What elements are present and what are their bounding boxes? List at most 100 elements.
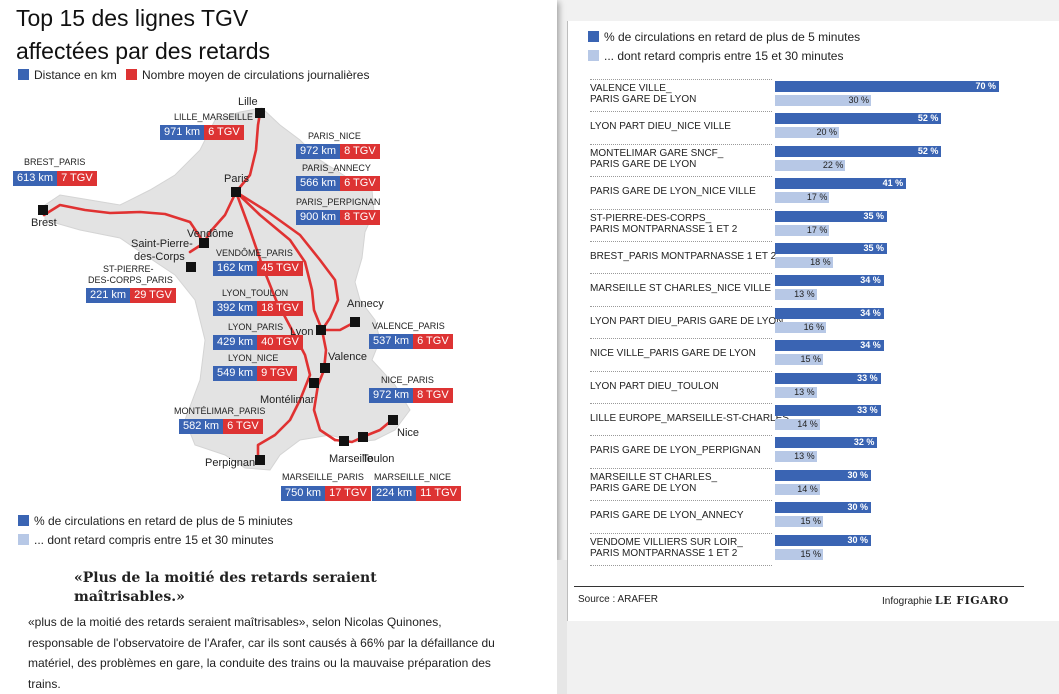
credit: Infographie LE FIGARO (882, 594, 1009, 607)
rail-lille-paris (234, 111, 262, 194)
city-label-perpignan: Perpignan (205, 457, 256, 469)
bar-late15-value: 22 % (822, 159, 844, 170)
bar-late5: 35 % (775, 243, 887, 254)
marker-lyon (316, 325, 326, 335)
map-panel: Top 15 des lignes TGV affectées par des … (0, 0, 557, 562)
chart-legend-late15-label: ... dont retard compris entre 15 et 30 m… (604, 49, 844, 63)
route-chip-montelimar-paris: 582 km 6 TGV (179, 419, 263, 434)
bar-late15-value: 18 % (810, 257, 831, 267)
route-chip-spdc-paris: 221 km 29 TGV (86, 288, 176, 303)
route-tgv: 6 TGV (204, 125, 244, 140)
route-name-lyon-paris: LYON_PARIS (228, 322, 284, 332)
row-separator (590, 435, 772, 437)
bar-late5: 41 % (775, 178, 907, 190)
city-label-marseille: Marseille (329, 453, 374, 465)
bar-late15 (775, 451, 817, 463)
legend-trains: Nombre moyen de circulations journalière… (126, 68, 369, 82)
source-label: Source : ARAFER (578, 594, 659, 605)
row-label: LILLE EUROPE_MARSEILLE-ST-CHARLES (590, 413, 789, 424)
route-chip-vendome-paris: 162 km 45 TGV (213, 261, 303, 276)
bar-late5: 34 % (775, 275, 884, 287)
route-km: 537 km (369, 334, 414, 349)
route-km: 750 km (281, 486, 326, 501)
row-separator (590, 273, 772, 275)
legend-trains-label: Nombre moyen de circulations journalière… (142, 68, 370, 82)
bar-late15 (775, 354, 823, 366)
city-label-montelimar: Montélimar (260, 394, 315, 406)
bar-late15-value: 13 % (794, 386, 815, 397)
marker-brest (38, 205, 48, 215)
route-tgv: 40 TGV (257, 335, 303, 350)
bar-late15-value: 15 % (800, 548, 821, 559)
marker-valence (320, 363, 330, 373)
bar-late15 (775, 483, 820, 495)
bar-late5: 33 % (775, 405, 881, 416)
route-chip-brest-paris: 613 km 7 TGV (13, 171, 97, 186)
bar-chart: VALENCE VILLE_ PARIS GARE DE LYON 70 % 30 … (568, 21, 1059, 581)
route-chip-paris-nice: 972 km 8 TGV (296, 144, 380, 159)
bar-late15 (775, 224, 830, 236)
marker-montelimar (309, 378, 319, 388)
route-km: 972 km (369, 388, 414, 403)
route-name-spdc-paris-1: ST-PIERRE- (103, 264, 154, 274)
row-label: MARSEILLE ST CHARLES_ PARIS GARE DE LYON (590, 471, 718, 494)
route-km: 972 km (296, 144, 341, 159)
route-chip-lille-marseille: 971 km 6 TGV (160, 125, 244, 140)
bar-late5: 52 % (775, 113, 942, 125)
city-label-brest: Brest (31, 217, 57, 229)
bar-late5: 30 % (775, 534, 871, 546)
route-tgv: 6 TGV (340, 176, 380, 191)
route-km: 613 km (13, 171, 58, 186)
city-label-paris: Paris (224, 173, 250, 185)
bar-late15 (775, 95, 871, 106)
row-label: PARIS GARE DE LYON_ANNECY (590, 510, 744, 522)
route-name-marseille-nice: MARSEILLE_NICE (374, 472, 452, 482)
route-tgv: 18 TGV (257, 301, 303, 316)
route-name-lyon-nice: LYON_NICE (228, 353, 279, 363)
bar-late5: 35 % (775, 210, 887, 222)
bar-late15-value: 16 % (803, 321, 825, 332)
article-gutter (557, 560, 567, 694)
chart-legend-late5: % de circulations en retard de plus de 5… (588, 30, 860, 44)
row-separator (590, 305, 772, 307)
bar-late15 (775, 159, 846, 171)
row-label: PARIS GARE DE LYON_NICE VILLE (590, 186, 756, 198)
row-label: LYON PART DIEU_NICE VILLE (590, 121, 731, 133)
city-label-valence: Valence (328, 351, 367, 363)
marker-annecy (350, 317, 360, 327)
city-label-spdc-2: des-Corps (134, 251, 185, 263)
marker-lille (255, 108, 265, 118)
route-name-marseille-paris: MARSEILLE_PARIS (282, 472, 364, 482)
route-chip-marseille-nice: 224 km 11 TGV (372, 486, 461, 501)
rail-brest-paris (42, 190, 238, 245)
route-name-spdc-paris-2: DES-CORPS_PARIS (88, 275, 173, 285)
legend-swatch-blue (18, 69, 29, 80)
bar-late15-value: 20 % (816, 127, 837, 138)
route-chip-valence-paris: 537 km 6 TGV (369, 334, 453, 349)
map-title-line-2: affectées par des retards (16, 38, 270, 64)
route-name-nice-paris: NICE_PARIS (381, 375, 434, 385)
marker-nice (388, 415, 398, 425)
credit-label: Infographie (882, 596, 933, 607)
chart-legend-late15: ... dont retard compris entre 15 et 30 m… (588, 49, 843, 63)
rail-paris-lyon-a (234, 190, 324, 332)
row-separator (590, 532, 772, 534)
route-km: 582 km (179, 419, 224, 434)
route-name-brest-paris: BREST_PARIS (24, 157, 86, 167)
route-km: 900 km (296, 210, 341, 225)
legend-swatch-light (588, 50, 599, 61)
map-title-line-1: Top 15 des lignes TGV (16, 5, 249, 31)
bar-late15-value: 15 % (800, 354, 821, 365)
chart-panel: % de circulations en retard de plus de 5… (567, 21, 1059, 621)
route-km: 971 km (160, 125, 205, 140)
city-markers (38, 108, 398, 465)
row-label: ST-PIERRE-DES-CORPS_ PARIS MONTPARNASSE … (590, 212, 738, 235)
row-label: LYON PART DIEU_PARIS GARE DE LYON (590, 315, 784, 327)
rail-paris-perpignan (234, 190, 312, 460)
bar-late15 (775, 548, 823, 560)
route-tgv: 7 TGV (57, 171, 97, 186)
route-tgv: 8 TGV (340, 210, 380, 225)
city-label-lille: Lille (238, 96, 258, 108)
legend-distance-label: Distance en km (34, 68, 117, 82)
marker-perpignan (255, 455, 265, 465)
